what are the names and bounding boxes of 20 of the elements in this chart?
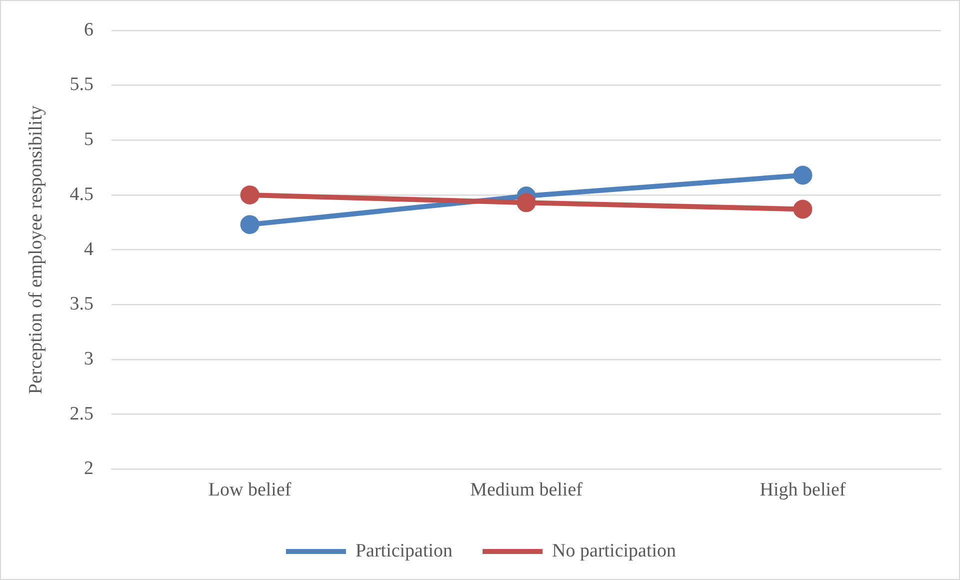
point — [516, 193, 536, 212]
x-tick-label: High belief — [760, 480, 846, 501]
point — [793, 200, 812, 219]
y-tick-label: 5.5 — [70, 74, 94, 96]
y-axis-title: Perception of employee responsibility — [25, 104, 46, 394]
y-tick-label: 6 — [84, 19, 94, 40]
point — [240, 215, 260, 234]
y-tick-label: 2 — [84, 458, 94, 480]
y-tick-label: 5 — [84, 129, 94, 150]
legend-label: Participation — [355, 540, 454, 562]
point — [793, 166, 812, 185]
point — [240, 185, 260, 204]
y-tick-label: 2.5 — [70, 403, 94, 424]
y-tick-label: 4.5 — [70, 184, 94, 205]
legend-label: No participation — [552, 540, 677, 562]
x-tick-label: Low belief — [208, 480, 292, 501]
y-tick-label: 3 — [84, 348, 94, 370]
x-tick-label: Medium belief — [470, 480, 584, 501]
y-tick-label: 4 — [84, 238, 94, 260]
y-tick-label: 3.5 — [70, 294, 94, 315]
